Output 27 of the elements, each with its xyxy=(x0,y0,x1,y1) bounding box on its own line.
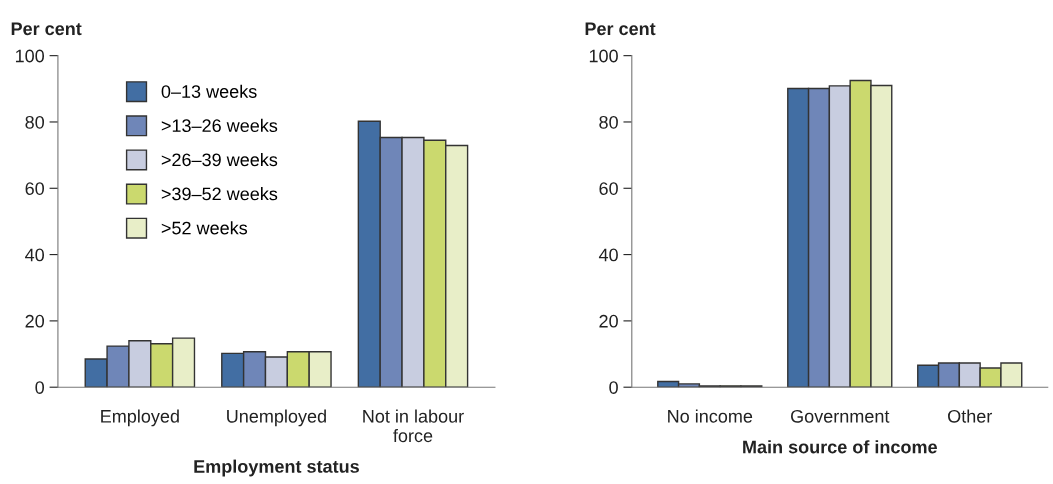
y-tick-label: 40 xyxy=(598,248,618,262)
y-tick-label: 20 xyxy=(25,314,45,328)
x-tick-label: Other xyxy=(948,409,993,423)
x-axis-title: Main source of income xyxy=(743,440,937,454)
legend-label: >26–39 weeks xyxy=(161,152,278,167)
y-tick-label: 0 xyxy=(35,381,45,394)
y-tick-label: 20 xyxy=(599,314,618,328)
legend-label: >13–26 weeks xyxy=(161,118,278,133)
y-tick-label: 100 xyxy=(15,49,45,63)
y-tick-label: 60 xyxy=(599,182,618,195)
y-tick-label: 60 xyxy=(25,182,45,195)
legend-label: >52 weeks xyxy=(161,221,248,235)
x-tick-label: Not in labour force xyxy=(363,409,464,443)
y-axis-title: Per cent xyxy=(11,22,82,36)
x-tick-label: Unemployed xyxy=(227,409,326,427)
x-tick-label: No income xyxy=(668,409,753,423)
x-tick-label: Employed xyxy=(101,409,179,427)
x-axis-title: Employment status xyxy=(194,459,359,477)
x-tick-label: Government xyxy=(791,409,890,423)
y-axis-title: Per cent xyxy=(585,22,656,36)
legend-label: >39–52 weeks xyxy=(161,187,278,201)
legend-label: 0–13 weeks xyxy=(161,84,257,98)
y-tick-label: 80 xyxy=(25,115,45,129)
y-tick-label: 0 xyxy=(609,381,618,394)
y-tick-label: 80 xyxy=(599,115,618,129)
y-tick-label: 40 xyxy=(25,248,45,262)
y-tick-label: 100 xyxy=(589,49,618,63)
